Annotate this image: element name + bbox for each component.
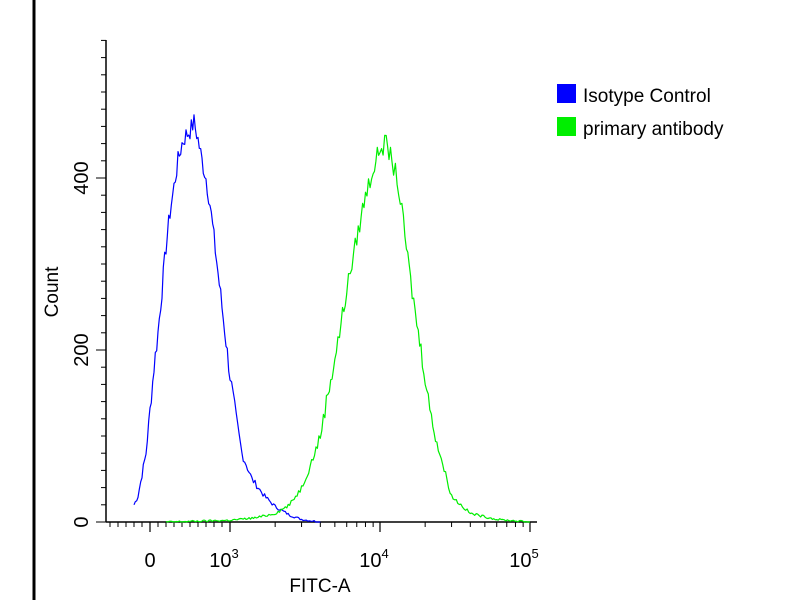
y-tick-label: 0 (71, 516, 93, 527)
y-tick-label: 400 (71, 161, 93, 194)
x-axis-title: FITC-A (289, 576, 351, 597)
series-line-isotype-control (133, 114, 321, 523)
figure-border (32, 0, 36, 600)
x-tick-label: 104 (359, 546, 388, 572)
histogram-curves (133, 114, 530, 523)
y-axis-tick-labels: 0 200 400 (71, 161, 93, 527)
axes (96, 39, 537, 532)
y-axis-title: Count (42, 266, 63, 317)
legend-label-primary-antibody: primary antibody (583, 119, 724, 140)
x-tick-label: 0 (144, 550, 155, 572)
legend: Isotype Control primary antibody (557, 84, 724, 140)
y-tick-label: 200 (71, 333, 93, 366)
x-tick-label: 103 (209, 546, 238, 572)
x-axis-tick-labels: 0 103 104 105 (144, 546, 538, 572)
legend-label-isotype-control: Isotype Control (583, 86, 711, 107)
legend-swatch-primary-antibody (557, 117, 576, 136)
series-line-primary-antibody (165, 134, 530, 523)
x-tick-label: 105 (509, 546, 538, 572)
legend-swatch-isotype-control (557, 84, 576, 103)
